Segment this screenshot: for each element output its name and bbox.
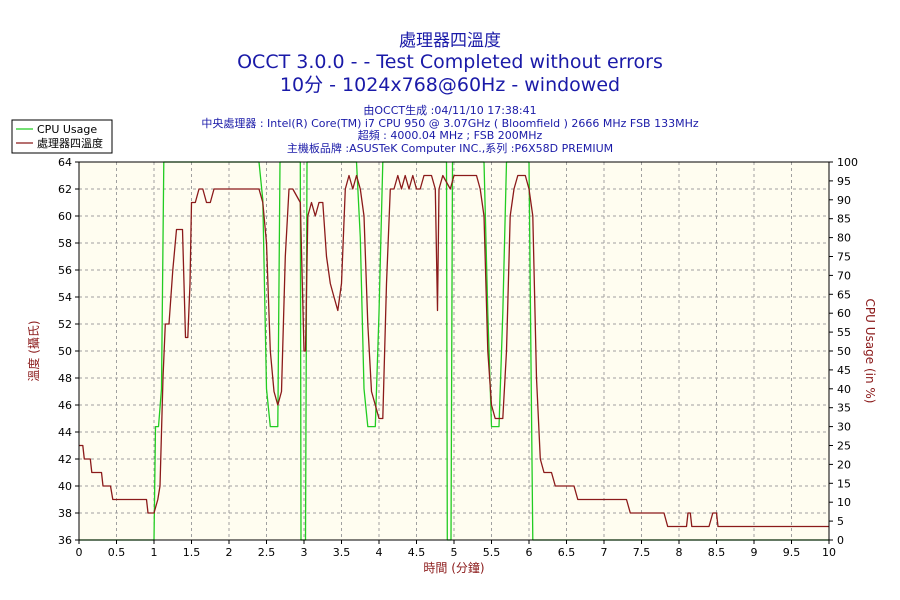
x-tick-label: 7.5: [633, 546, 651, 559]
y-right-tick-label: 30: [837, 421, 851, 434]
info-line-cpu: 中央處理器 : Intel(R) Core(TM) i7 CPU 950 @ 3…: [201, 116, 699, 130]
y-right-tick-label: 10: [837, 496, 851, 509]
y-right-tick-label: 15: [837, 477, 851, 490]
x-tick-label: 9: [751, 546, 758, 559]
y-left-tick-label: 48: [58, 372, 72, 385]
y-left-tick-label: 54: [58, 291, 72, 304]
y-left-tick-label: 36: [58, 534, 72, 547]
y-right-tick-label: 70: [837, 269, 851, 282]
y-left-tick-label: 62: [58, 183, 72, 196]
x-tick-label: 3: [301, 546, 308, 559]
legend-label-temperature: 處理器四溫度: [37, 136, 103, 150]
y-right-tick-label: 25: [837, 440, 851, 453]
y-right-tick-label: 95: [837, 175, 851, 188]
y-right-tick-label: 55: [837, 326, 851, 339]
y-left-tick-label: 60: [58, 210, 72, 223]
series-line-temperature: [79, 174, 829, 528]
y-axis-left-label: 溫度 (攝氏): [26, 320, 41, 381]
x-tick-label: 5: [451, 546, 458, 559]
info-line-overclock: 超頻 : 4000.04 MHz ; FSB 200MHz: [358, 128, 543, 142]
y-left-tick-label: 46: [58, 399, 72, 412]
x-tick-label: 2: [226, 546, 233, 559]
y-right-tick-label: 80: [837, 232, 851, 245]
x-tick-label: 0: [76, 546, 83, 559]
y-left-tick-label: 64: [58, 156, 72, 169]
legend-label-cpu-usage: CPU Usage: [37, 123, 97, 136]
x-tick-label: 4: [376, 546, 383, 559]
x-tick-label: 4.5: [408, 546, 426, 559]
y-right-tick-label: 0: [837, 534, 844, 547]
y-left-tick-label: 52: [58, 318, 72, 331]
legend: CPU Usage 處理器四溫度: [11, 119, 113, 154]
x-tick-label: 5.5: [483, 546, 501, 559]
y-right-tick-label: 60: [837, 307, 851, 320]
y-left-tick-label: 38: [58, 507, 72, 520]
y-right-tick-label: 40: [837, 383, 851, 396]
y-axis-right-label: CPU Usage (in %): [863, 299, 877, 404]
y-right-tick-label: 90: [837, 194, 851, 207]
y-right-tick-label: 65: [837, 288, 851, 301]
info-line-generated: 由OCCT生成 :04/11/10 17:38:41: [363, 103, 536, 117]
x-tick-label: 6: [526, 546, 533, 559]
x-tick-label: 1.5: [183, 546, 201, 559]
y-left-tick-label: 58: [58, 237, 72, 250]
y-right-tick-label: 20: [837, 458, 851, 471]
chart-subtitle-1: OCCT 3.0.0 - - Test Completed without er…: [237, 51, 663, 73]
x-tick-label: 6.5: [558, 546, 576, 559]
y-left-tick-label: 40: [58, 480, 72, 493]
y-right-tick-label: 100: [837, 156, 858, 169]
y-right-tick-label: 45: [837, 364, 851, 377]
chart-subtitle-2: 10分 - 1024x768@60Hz - windowed: [280, 74, 620, 96]
x-tick-label: 7: [601, 546, 608, 559]
grid-lines: [79, 162, 829, 540]
chart-title: 處理器四溫度: [399, 31, 501, 51]
y-left-tick-label: 42: [58, 453, 72, 466]
y-right-tick-label: 35: [837, 402, 851, 415]
y-left-tick-label: 50: [58, 345, 72, 358]
y-right-tick-label: 75: [837, 251, 851, 264]
x-axis-label: 時間 (分鐘): [423, 560, 484, 575]
tick-labels: 0 0.5 1 1.5 2 2.5 3 3.5 4 4.5 5 5.5 6 6.5 7 7.5 8 8.5 9 9.5…: [58, 156, 858, 559]
x-tick-label: 3.5: [333, 546, 351, 559]
y-right-tick-label: 5: [837, 515, 844, 528]
x-tick-label: 9.5: [783, 546, 801, 559]
y-right-tick-label: 85: [837, 213, 851, 226]
info-line-motherboard: 主機板品牌 :ASUSTeK Computer INC.,系列 :P6X58D …: [287, 141, 613, 155]
x-tick-label: 8.5: [708, 546, 726, 559]
legend-box: [11, 119, 113, 154]
x-tick-label: 0.5: [108, 546, 126, 559]
x-tick-label: 8: [676, 546, 683, 559]
y-left-tick-label: 56: [58, 264, 72, 277]
y-left-tick-label: 44: [58, 426, 72, 439]
y-right-tick-label: 50: [837, 345, 851, 358]
x-tick-label: 2.5: [258, 546, 276, 559]
x-tick-label: 1: [151, 546, 158, 559]
x-tick-label: 10: [822, 546, 836, 559]
